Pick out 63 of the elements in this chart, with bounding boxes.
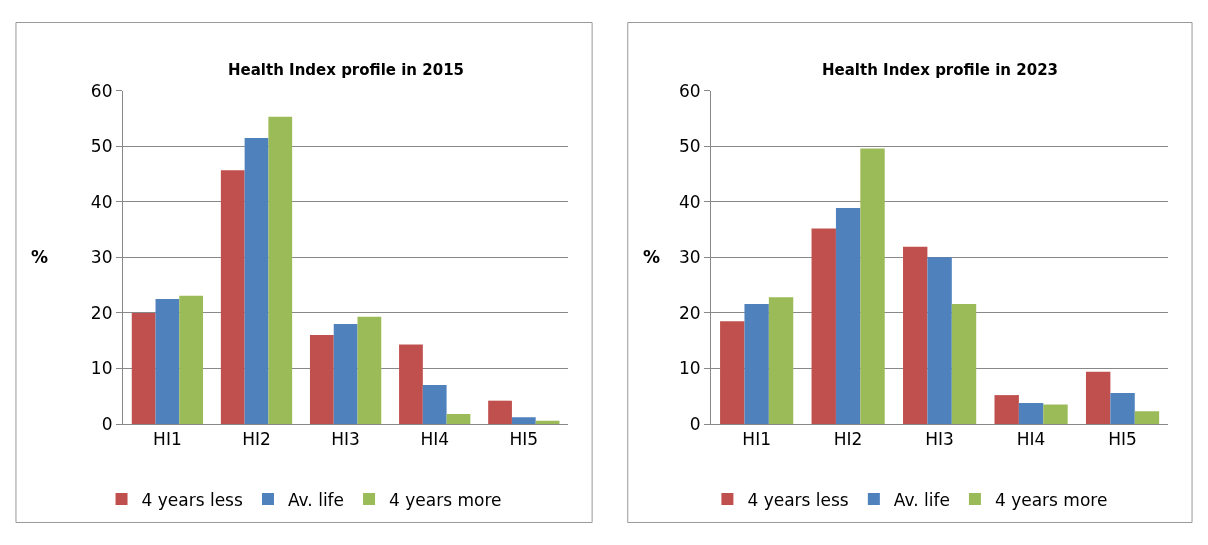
bar <box>744 304 769 424</box>
bar <box>244 137 269 424</box>
y-tick-label: 20 <box>90 302 113 323</box>
y-tick-label: 60 <box>90 80 113 101</box>
bar <box>1110 392 1135 424</box>
bar <box>488 400 512 424</box>
x-tick-label: HI1 <box>742 429 771 450</box>
y-tick-label: 30 <box>678 247 701 268</box>
legend-label: Av. life <box>893 489 950 510</box>
bar <box>951 304 977 424</box>
x-tick-label: HI2 <box>833 429 863 450</box>
x-tick-label: HI3 <box>925 429 954 450</box>
bar <box>1043 404 1068 424</box>
bar <box>994 395 1019 424</box>
y-tick-label: 40 <box>678 191 701 212</box>
y-tick-label: 0 <box>689 413 701 434</box>
bar <box>268 116 293 424</box>
y-tick-label: 10 <box>678 358 701 379</box>
x-tick-label: HI4 <box>1016 429 1046 450</box>
y-tick-label: 50 <box>678 136 701 157</box>
y-axis-title: % <box>31 247 49 267</box>
bar <box>835 207 861 424</box>
bar <box>220 170 245 424</box>
bar <box>155 299 180 424</box>
bar <box>357 316 382 424</box>
chart-title: Health Index profile in 2023 <box>822 61 1059 79</box>
x-tick-label: HI5 <box>1108 429 1137 450</box>
x-tick-label: HI3 <box>331 429 360 450</box>
bar <box>768 297 794 424</box>
bar <box>511 417 536 424</box>
y-tick-label: 40 <box>90 191 113 212</box>
bar <box>309 335 334 424</box>
bar <box>927 257 952 424</box>
y-tick-label: 60 <box>678 80 701 101</box>
bar <box>446 414 471 424</box>
bar <box>131 312 156 424</box>
x-tick-label: HI4 <box>420 429 450 450</box>
y-axis-title: % <box>643 247 661 267</box>
bar <box>720 321 745 424</box>
legend-label: 4 years more <box>389 489 502 510</box>
bar <box>903 246 928 424</box>
bar <box>399 344 423 424</box>
legend-label: 4 years less <box>141 489 243 510</box>
bar <box>333 324 358 424</box>
legend-label: Av. life <box>287 489 345 510</box>
bar <box>179 295 204 424</box>
bar <box>860 148 885 424</box>
bar <box>811 228 836 424</box>
bar <box>1085 371 1111 424</box>
y-tick-label: 10 <box>90 358 113 379</box>
y-tick-label: 30 <box>90 247 113 268</box>
chart-title: Health Index profile in 2015 <box>228 61 465 79</box>
bar <box>1018 402 1044 424</box>
y-tick-label: 0 <box>101 413 113 434</box>
x-tick-label: HI2 <box>242 429 271 450</box>
legend-label: 4 years less <box>747 489 849 510</box>
y-tick-label: 20 <box>678 302 701 323</box>
legend-label: 4 years more <box>994 489 1108 510</box>
y-tick-label: 50 <box>90 136 113 157</box>
bar <box>1134 411 1160 424</box>
bar <box>422 385 447 424</box>
x-tick-label: HI1 <box>153 429 182 450</box>
x-tick-label: HI5 <box>509 429 539 450</box>
